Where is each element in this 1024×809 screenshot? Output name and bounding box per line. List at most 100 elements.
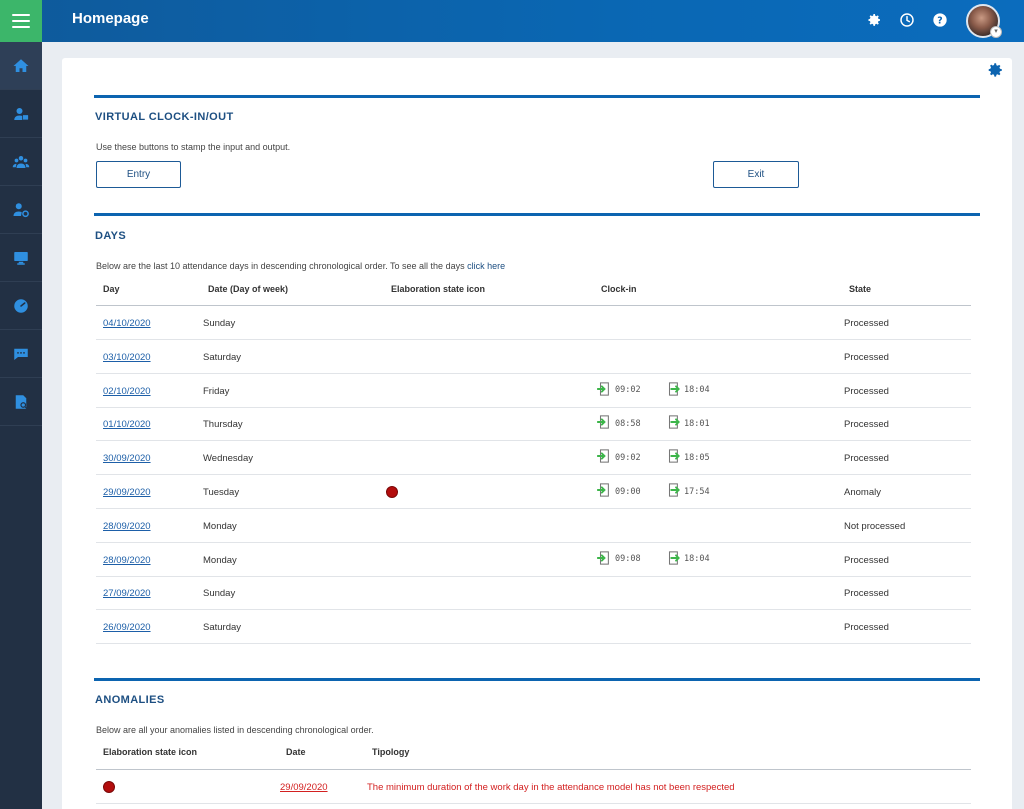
section-divider xyxy=(94,678,980,681)
weekday: Friday xyxy=(203,385,230,397)
user-settings-icon xyxy=(13,202,29,217)
anomaly-tipology: The minimum duration of the work day in … xyxy=(367,782,735,793)
anomalies-section-title: ANOMALIES xyxy=(95,694,165,706)
clock-out-entry: 18:04 xyxy=(666,550,710,568)
section-divider xyxy=(94,95,980,98)
report-icon xyxy=(15,394,28,409)
clock-in-icon xyxy=(596,415,611,432)
days-section-title: DAYS xyxy=(95,230,127,242)
column-header-date[interactable]: Date (Day of week) xyxy=(208,284,289,294)
gear-icon[interactable] xyxy=(865,11,883,29)
day-link[interactable]: 29/09/2020 xyxy=(103,487,151,498)
table-row: 03/10/2020 Saturday Processed xyxy=(96,340,971,374)
days-section-description: Below are the last 10 attendance days in… xyxy=(96,261,505,271)
state-label: Anomaly xyxy=(844,487,881,498)
table-row: 26/09/2020 Saturday Processed xyxy=(96,610,971,645)
menu-icon[interactable] xyxy=(0,0,42,42)
table-row: 27/09/2020 Sunday Processed xyxy=(96,576,971,611)
clock-in-entry: 08:58 xyxy=(596,415,641,432)
day-link[interactable]: 01/10/2020 xyxy=(103,419,151,431)
column-header-state-icon[interactable]: Elaboration state icon xyxy=(391,284,486,294)
day-link[interactable]: 02/10/2020 xyxy=(103,385,151,397)
table-row: 28/09/2020 Monday Not processed xyxy=(96,509,971,543)
clock-in-time: 09:02 xyxy=(615,452,641,463)
column-header-state-icon[interactable]: Elaboration state icon xyxy=(103,747,198,757)
dashboard-icon xyxy=(14,298,28,313)
clock-icon[interactable] xyxy=(898,11,916,29)
clock-in-entry: 09:02 xyxy=(596,449,641,466)
day-link[interactable]: 26/09/2020 xyxy=(103,622,151,634)
clock-section-description: Use these buttons to stamp the input and… xyxy=(96,142,291,152)
table-row: 04/10/2020 Sunday Processed xyxy=(96,306,971,340)
clock-in-entry: 09:00 xyxy=(596,483,641,500)
sidebar-item-dashboard[interactable] xyxy=(0,282,42,330)
clock-out-icon xyxy=(666,449,681,466)
clock-in-time: 09:08 xyxy=(615,554,641,565)
table-row: 29/09/2020 The minimum duration of the wo… xyxy=(96,770,971,804)
state-label: Processed xyxy=(844,351,889,363)
anomalies-section-description: Below are all your anomalies listed in d… xyxy=(96,725,374,735)
sidebar-item-home[interactable] xyxy=(0,42,42,90)
entry-button[interactable]: Entry xyxy=(96,161,181,188)
clock-in-icon xyxy=(596,550,611,568)
day-link[interactable]: 04/10/2020 xyxy=(103,318,151,329)
clock-out-icon xyxy=(666,550,681,568)
clock-in-icon xyxy=(596,449,611,466)
column-header-tipology[interactable]: Tipology xyxy=(372,747,410,757)
anomaly-state-icon xyxy=(386,486,398,498)
clock-out-entry: 18:01 xyxy=(666,415,710,432)
sidebar-item-badges[interactable] xyxy=(0,90,42,138)
users-badge-icon xyxy=(14,107,29,120)
clock-section-title: VIRTUAL CLOCK-IN/OUT xyxy=(95,111,234,123)
clock-out-entry: 18:04 xyxy=(666,381,710,399)
gear-icon[interactable] xyxy=(986,61,1004,79)
sidebar-item-user-settings[interactable] xyxy=(0,186,42,234)
chat-icon xyxy=(14,348,28,360)
clock-out-icon xyxy=(666,381,681,399)
clock-in-time: 08:58 xyxy=(615,418,641,429)
clock-in-time: 09:00 xyxy=(615,486,641,497)
sidebar-item-messages[interactable] xyxy=(0,330,42,378)
sidebar-item-monitor[interactable] xyxy=(0,234,42,282)
table-row: 29/09/2020 Tuesday 09:00 17:54 Anomaly xyxy=(96,475,971,509)
page-title: Homepage xyxy=(72,10,149,27)
table-row: 28/09/2020 Monday 09:08 18:04 Processed xyxy=(96,543,971,577)
column-header-day[interactable]: Day xyxy=(103,284,120,294)
weekday: Monday xyxy=(203,520,237,532)
state-label: Processed xyxy=(844,554,889,566)
weekday: Wednesday xyxy=(203,453,253,465)
day-link[interactable]: 30/09/2020 xyxy=(103,453,151,465)
day-link[interactable]: 27/09/2020 xyxy=(103,588,151,600)
weekday: Monday xyxy=(203,554,237,566)
day-link[interactable]: 28/09/2020 xyxy=(103,554,151,566)
clock-out-time: 18:05 xyxy=(684,452,710,463)
see-all-days-link[interactable]: click here xyxy=(467,261,506,271)
clock-out-icon xyxy=(666,415,681,432)
column-header-state[interactable]: State xyxy=(849,284,872,294)
days-description-text: Below are the last 10 attendance days in… xyxy=(96,261,468,271)
sidebar-item-reports[interactable] xyxy=(0,378,42,426)
clock-in-entry: 09:08 xyxy=(596,550,641,568)
chevron-down-icon[interactable]: ▾ xyxy=(990,26,1002,38)
clock-out-entry: 18:05 xyxy=(666,449,710,466)
column-header-date[interactable]: Date xyxy=(286,747,306,757)
column-header-clock-in[interactable]: Clock-in xyxy=(601,284,637,294)
weekday: Saturday xyxy=(203,622,242,634)
day-link[interactable]: 03/10/2020 xyxy=(103,351,151,363)
clock-out-icon xyxy=(666,483,681,500)
day-link[interactable]: 28/09/2020 xyxy=(103,520,151,532)
state-label: Processed xyxy=(844,385,889,397)
state-label: Not processed xyxy=(844,520,906,532)
sidebar-item-groups[interactable] xyxy=(0,138,42,186)
anomaly-date-link[interactable]: 29/09/2020 xyxy=(280,782,328,793)
table-header-divider xyxy=(96,769,971,770)
home-icon xyxy=(13,58,29,72)
clock-out-time: 17:54 xyxy=(684,486,710,497)
sidebar xyxy=(0,42,42,809)
group-icon xyxy=(12,155,30,168)
clock-out-time: 18:04 xyxy=(684,554,710,565)
exit-button[interactable]: Exit xyxy=(713,161,799,188)
state-label: Processed xyxy=(844,453,889,465)
state-label: Processed xyxy=(844,588,889,600)
help-icon[interactable]: ? xyxy=(931,11,949,29)
